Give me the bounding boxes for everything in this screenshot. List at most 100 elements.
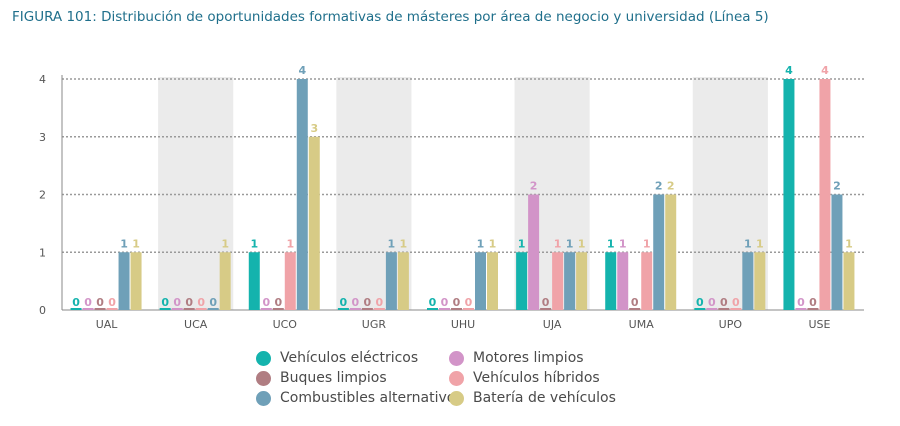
- data-label: 1: [518, 237, 526, 250]
- bar-uma-3: [629, 308, 641, 310]
- y-tick-label: 4: [39, 73, 46, 86]
- bar-uhu-6: [487, 252, 498, 310]
- data-label: 0: [72, 296, 80, 309]
- bar-ugr-2: [349, 308, 361, 310]
- legend-swatch: [449, 370, 464, 386]
- bar-ugr-1: [337, 308, 349, 310]
- x-tick-label: UHU: [451, 318, 475, 331]
- bar-ual-3: [94, 308, 106, 310]
- figure-number: FIGURA 101:: [12, 9, 97, 25]
- data-label: 0: [274, 296, 282, 309]
- legend-item: Vehículos eléctricos: [256, 350, 418, 366]
- legend-swatch: [256, 390, 271, 406]
- data-label: 0: [197, 296, 205, 309]
- y-tick-label: 1: [39, 246, 46, 259]
- bar-uja-5: [564, 252, 576, 310]
- bar-uca-1: [159, 308, 171, 310]
- data-label: 0: [720, 296, 728, 309]
- bar-uja-1: [516, 252, 528, 310]
- bar-upo-1: [694, 308, 706, 310]
- bar-uhu-2: [439, 308, 450, 310]
- legend-item: Combustibles alternativos: [256, 390, 463, 406]
- data-label: 0: [185, 296, 193, 309]
- legend-label: Vehículos eléctricos: [280, 350, 419, 366]
- data-label: 0: [96, 296, 104, 309]
- y-tick-label: 3: [39, 131, 46, 144]
- bar-ugr-3: [361, 308, 373, 310]
- data-label: 1: [477, 237, 485, 250]
- legend-label: Batería de vehículos: [473, 390, 616, 406]
- bar-ual-1: [70, 308, 82, 310]
- data-label: 0: [542, 296, 550, 309]
- data-label: 2: [655, 180, 663, 193]
- data-label: 0: [453, 296, 461, 309]
- data-label: 1: [566, 237, 574, 250]
- y-tick-label: 2: [39, 189, 46, 202]
- data-label: 1: [489, 237, 497, 250]
- data-label: 0: [209, 296, 217, 309]
- x-tick-label: UPO: [719, 318, 743, 331]
- data-label: 1: [120, 237, 128, 250]
- data-label: 1: [744, 237, 752, 250]
- bar-upo-6: [754, 252, 766, 310]
- x-tick-label: UAL: [96, 318, 119, 331]
- legend-label: Buques limpios: [280, 370, 387, 386]
- bar-uja-4: [552, 252, 564, 310]
- x-tick-label: UMA: [629, 318, 655, 331]
- legend-label: Combustibles alternativos: [280, 390, 463, 406]
- legend-label: Motores limpios: [473, 350, 584, 366]
- data-label: 0: [84, 296, 92, 309]
- bar-uja-3: [540, 308, 552, 310]
- data-label: 1: [388, 237, 396, 250]
- y-tick-label: 0: [39, 304, 46, 317]
- data-label: 1: [554, 237, 562, 250]
- x-tick-label: USE: [808, 318, 830, 331]
- chart-title: FIGURA 101: Distribución de oportunidade…: [12, 9, 769, 25]
- bar-uma-2: [617, 252, 629, 310]
- bar-ugr-5: [385, 252, 397, 310]
- bar-use-5: [831, 194, 843, 310]
- bar-uhu-3: [451, 308, 462, 310]
- x-tick-label: UCO: [273, 318, 298, 331]
- bar-uco-6: [308, 136, 320, 310]
- data-label: 1: [756, 237, 764, 250]
- data-label: 4: [298, 64, 306, 77]
- data-label: 0: [631, 296, 639, 309]
- bar-uma-1: [605, 252, 617, 310]
- data-label: 1: [250, 237, 258, 250]
- figure-caption: Distribución de oportunidades formativas…: [101, 9, 769, 25]
- bar-use-2: [795, 308, 807, 310]
- data-label: 1: [643, 237, 651, 250]
- bar-uhu-1: [427, 308, 438, 310]
- bar-uhu-5: [475, 252, 486, 310]
- legend-swatch: [256, 370, 271, 386]
- data-label: 2: [833, 180, 841, 193]
- bar-uco-5: [296, 79, 308, 310]
- data-label: 0: [429, 296, 437, 309]
- data-label: 0: [108, 296, 116, 309]
- bar-uca-3: [183, 308, 195, 310]
- data-label: 0: [376, 296, 384, 309]
- legend-swatch: [256, 350, 271, 366]
- data-label: 2: [530, 180, 538, 193]
- bar-ugr-6: [397, 252, 409, 310]
- bar-upo-2: [706, 308, 718, 310]
- data-label: 0: [465, 296, 473, 309]
- data-label: 1: [578, 237, 586, 250]
- bar-use-6: [843, 252, 855, 310]
- bar-ual-4: [106, 308, 118, 310]
- data-label: 0: [364, 296, 372, 309]
- bar-uja-6: [576, 252, 588, 310]
- data-label: 0: [732, 296, 740, 309]
- bar-use-4: [819, 79, 831, 310]
- data-label: 0: [708, 296, 716, 309]
- legend-label: Vehículos híbridos: [473, 370, 600, 386]
- bar-uca-2: [171, 308, 183, 310]
- bar-uco-4: [284, 252, 296, 310]
- bar-ual-6: [130, 252, 142, 310]
- bar-ugr-4: [373, 308, 385, 310]
- bar-uca-4: [195, 308, 207, 310]
- legend-item: Vehículos híbridos: [449, 370, 600, 386]
- bar-uco-1: [248, 252, 260, 310]
